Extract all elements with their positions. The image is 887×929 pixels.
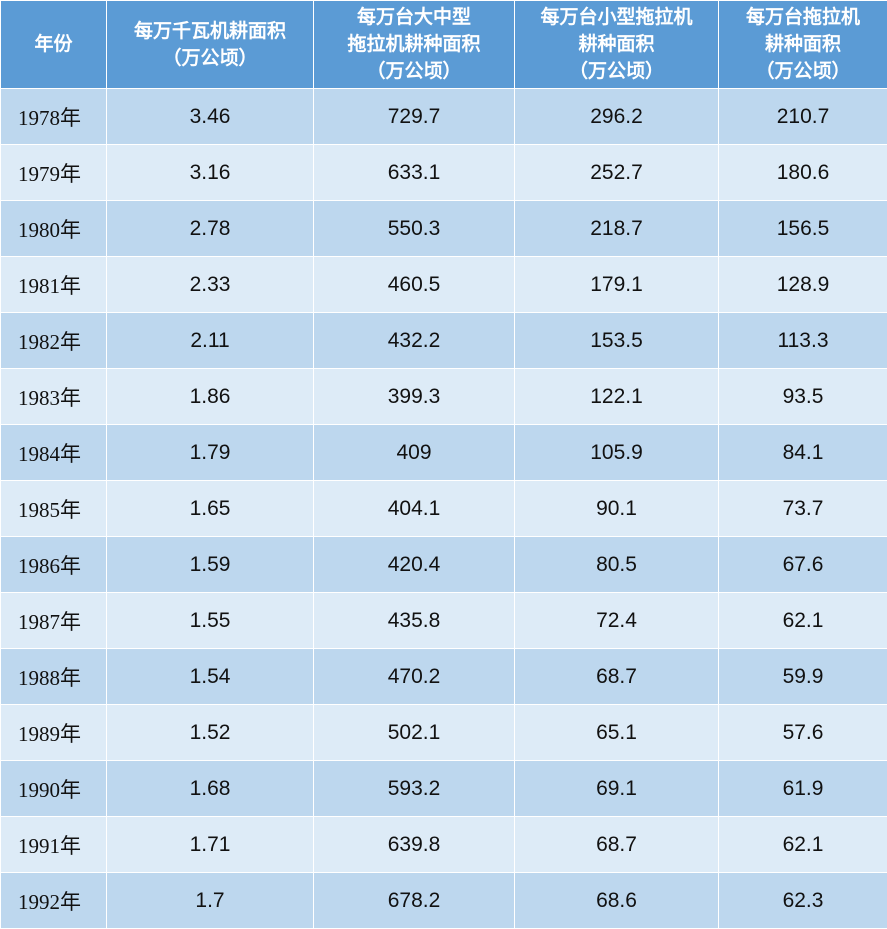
area-per-10k-kw-cell: 1.68: [107, 761, 314, 817]
tractor-area-cell: 62.1: [719, 817, 887, 873]
area-per-10k-kw-cell: 2.11: [107, 313, 314, 369]
tractor-area-cell: 113.3: [719, 313, 887, 369]
area-per-10k-kw-cell: 3.16: [107, 145, 314, 201]
small-tractor-area-cell: 80.5: [515, 537, 719, 593]
large-medium-tractor-area-cell: 404.1: [314, 481, 515, 537]
large-medium-tractor-area-cell: 593.2: [314, 761, 515, 817]
year-cell: 1984年: [1, 425, 107, 481]
small-tractor-area-cell: 65.1: [515, 705, 719, 761]
large-medium-tractor-area-cell: 409: [314, 425, 515, 481]
area-per-10k-kw-cell: 1.7: [107, 873, 314, 929]
large-medium-tractor-area-cell: 678.2: [314, 873, 515, 929]
tractor-area-cell: 57.6: [719, 705, 887, 761]
area-per-10k-kw-cell: 1.71: [107, 817, 314, 873]
large-medium-tractor-area-cell: 639.8: [314, 817, 515, 873]
tractor-area-cell: 67.6: [719, 537, 887, 593]
tractor-area-cell: 128.9: [719, 257, 887, 313]
tractor-area-cell: 59.9: [719, 649, 887, 705]
year-cell: 1981年: [1, 257, 107, 313]
area-per-10k-kw-cell: 1.52: [107, 705, 314, 761]
small-tractor-area-cell: 218.7: [515, 201, 719, 257]
tractor-area-cell: 93.5: [719, 369, 887, 425]
area-per-10k-kw-cell: 1.79: [107, 425, 314, 481]
year-cell: 1979年: [1, 145, 107, 201]
area-per-10k-kw-cell: 1.54: [107, 649, 314, 705]
year-cell: 1983年: [1, 369, 107, 425]
large-medium-tractor-area-cell: 729.7: [314, 89, 515, 145]
area-per-10k-kw-cell: 3.46: [107, 89, 314, 145]
large-medium-tractor-area-cell: 432.2: [314, 313, 515, 369]
tractor-area-cell: 210.7: [719, 89, 887, 145]
small-tractor-area-cell: 105.9: [515, 425, 719, 481]
small-tractor-area-cell: 122.1: [515, 369, 719, 425]
small-tractor-area-cell: 252.7: [515, 145, 719, 201]
large-medium-tractor-area-cell: 550.3: [314, 201, 515, 257]
year-cell: 1990年: [1, 761, 107, 817]
tractor-area-cell: 61.9: [719, 761, 887, 817]
year-cell: 1989年: [1, 705, 107, 761]
large-medium-tractor-area-cell: 399.3: [314, 369, 515, 425]
year-cell: 1985年: [1, 481, 107, 537]
tractor-area-cell: 156.5: [719, 201, 887, 257]
header-year: 年份: [1, 1, 107, 89]
large-medium-tractor-area-cell: 502.1: [314, 705, 515, 761]
year-cell: 1987年: [1, 593, 107, 649]
tractor-area-cell: 84.1: [719, 425, 887, 481]
year-cell: 1980年: [1, 201, 107, 257]
small-tractor-area-cell: 68.6: [515, 873, 719, 929]
year-cell: 1982年: [1, 313, 107, 369]
tractor-area-cell: 73.7: [719, 481, 887, 537]
area-per-10k-kw-cell: 2.33: [107, 257, 314, 313]
small-tractor-area-cell: 90.1: [515, 481, 719, 537]
small-tractor-area-cell: 72.4: [515, 593, 719, 649]
area-per-10k-kw-cell: 1.59: [107, 537, 314, 593]
header-area-per-10k-tractors: 每万台拖拉机 耕种面积 （万公顷）: [719, 1, 887, 89]
small-tractor-area-cell: 68.7: [515, 817, 719, 873]
small-tractor-area-cell: 69.1: [515, 761, 719, 817]
header-area-per-10k-large-medium-tractors: 每万台大中型 拖拉机耕种面积 （万公顷）: [314, 1, 515, 89]
year-cell: 1978年: [1, 89, 107, 145]
large-medium-tractor-area-cell: 420.4: [314, 537, 515, 593]
large-medium-tractor-area-cell: 633.1: [314, 145, 515, 201]
table-header: 年份 每万千瓦机耕面积 （万公顷） 每万台大中型 拖拉机耕种面积 （万公顷） 每…: [1, 1, 887, 89]
header-area-per-10k-small-tractors: 每万台小型拖拉机 耕种面积 （万公顷）: [515, 1, 719, 89]
small-tractor-area-cell: 153.5: [515, 313, 719, 369]
header-area-per-10k-kw: 每万千瓦机耕面积 （万公顷）: [107, 1, 314, 89]
year-cell: 1991年: [1, 817, 107, 873]
large-medium-tractor-area-cell: 460.5: [314, 257, 515, 313]
year-cell: 1988年: [1, 649, 107, 705]
area-per-10k-kw-cell: 2.78: [107, 201, 314, 257]
small-tractor-area-cell: 68.7: [515, 649, 719, 705]
large-medium-tractor-area-cell: 435.8: [314, 593, 515, 649]
small-tractor-area-cell: 179.1: [515, 257, 719, 313]
tractor-area-cell: 62.1: [719, 593, 887, 649]
year-cell: 1986年: [1, 537, 107, 593]
header-row: 年份 每万千瓦机耕面积 （万公顷） 每万台大中型 拖拉机耕种面积 （万公顷） 每…: [1, 1, 887, 89]
year-cell: 1992年: [1, 873, 107, 929]
tractor-area-cell: 62.3: [719, 873, 887, 929]
tractor-area-cell: 180.6: [719, 145, 887, 201]
area-per-10k-kw-cell: 1.86: [107, 369, 314, 425]
area-per-10k-kw-cell: 1.65: [107, 481, 314, 537]
small-tractor-area-cell: 296.2: [515, 89, 719, 145]
area-per-10k-kw-cell: 1.55: [107, 593, 314, 649]
large-medium-tractor-area-cell: 470.2: [314, 649, 515, 705]
